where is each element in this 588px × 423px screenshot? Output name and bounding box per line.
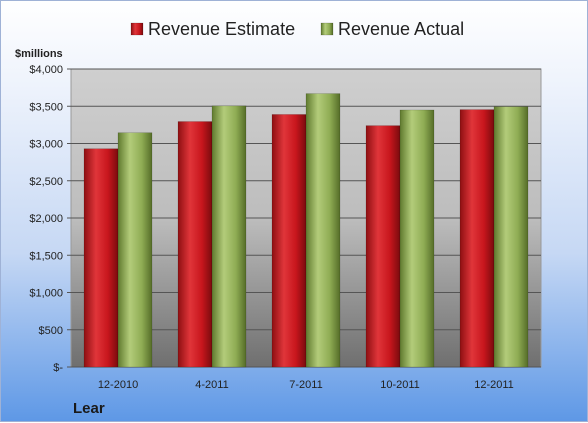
y-tick-label: $1,000 xyxy=(29,288,63,300)
bar-estimate xyxy=(365,125,401,368)
legend-label: Revenue Actual xyxy=(338,19,464,39)
y-tick-label: $4,000 xyxy=(29,64,63,76)
bars xyxy=(83,93,529,368)
x-tick-label: 7-2011 xyxy=(289,379,322,391)
bar-actual xyxy=(305,93,341,368)
bar-estimate xyxy=(459,109,495,368)
x-tick-label: 4-2011 xyxy=(195,379,228,391)
y-tick-label: $2,500 xyxy=(29,176,63,188)
bar-actual xyxy=(117,132,153,368)
x-axis-ticks: 12-2010 4-2011 7-2011 10-2011 12-2011 xyxy=(98,379,514,391)
y-tick-label: $3,000 xyxy=(29,139,63,151)
legend: Revenue Estimate Revenue Actual xyxy=(130,19,464,39)
bar-estimate xyxy=(83,148,119,368)
bar-estimate xyxy=(177,121,213,368)
bar-actual xyxy=(493,106,529,368)
legend-swatch xyxy=(130,22,144,36)
y-tick-label: $- xyxy=(53,362,63,374)
x-tick-label: 12-2010 xyxy=(98,379,138,391)
legend-label: Revenue Estimate xyxy=(148,19,295,39)
y-tick-label: $500 xyxy=(39,325,63,337)
bar-estimate xyxy=(271,114,307,368)
x-tick-label: 12-2011 xyxy=(474,379,514,391)
x-tick-label: 10-2011 xyxy=(380,379,420,391)
bar-actual xyxy=(211,105,247,368)
y-tick-label: $3,500 xyxy=(29,101,63,113)
bar-actual xyxy=(399,109,435,368)
legend-swatch xyxy=(320,22,334,36)
y-axis-ticks: $- $500 $1,000 $1,500 $2,000 $2,500 $3,000 $3,5… xyxy=(29,64,71,374)
y-tick-label: $1,500 xyxy=(29,250,63,262)
y-unit-label: $millions xyxy=(15,48,63,60)
y-tick-label: $2,000 xyxy=(29,213,63,225)
company-label: Lear xyxy=(73,400,105,417)
